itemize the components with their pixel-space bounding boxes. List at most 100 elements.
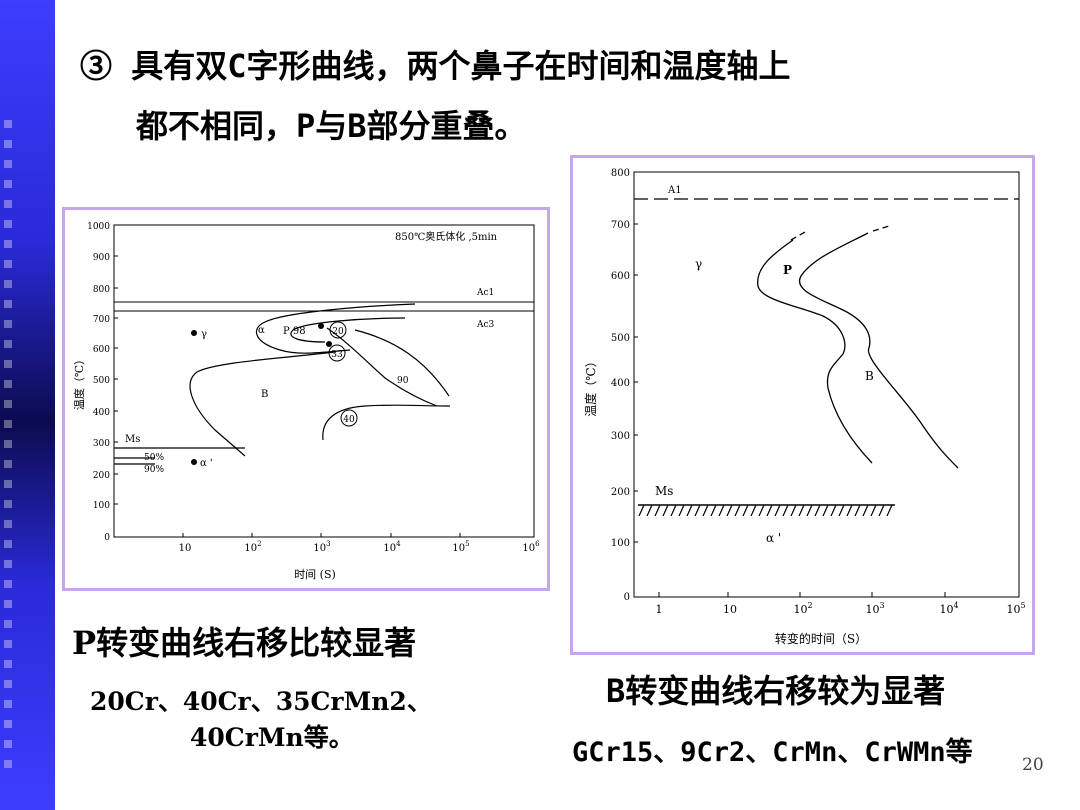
circle-40	[340, 409, 358, 427]
x-tick: 106	[522, 540, 540, 554]
x-tick: 102	[244, 540, 261, 554]
title-line-1: ③ 具有双C字形曲线，两个鼻子在时间和温度轴上	[80, 47, 791, 85]
y-tick: 200	[611, 487, 630, 498]
x-axis-label: 时间 (S)	[294, 568, 336, 581]
label-gamma: γ	[695, 257, 702, 271]
right-ttt-diagram: 800 700 600 500 400 300 200 100 0 1 10 1…	[583, 168, 1026, 646]
right-caption: B转变曲线右移较为显著	[606, 672, 946, 710]
bainite-curve	[189, 351, 336, 457]
label-90: 90	[397, 376, 409, 386]
y-tick: 400	[611, 378, 630, 389]
circle-20	[329, 321, 347, 339]
pearlite-curve-outer	[255, 303, 416, 354]
bar-dots	[4, 120, 12, 780]
label-ms: Ms	[655, 484, 673, 498]
y-tick-marks	[114, 255, 118, 505]
curve-start	[757, 239, 873, 464]
label-alpha: α	[258, 325, 265, 336]
y-axis-label: 温度（℃）	[72, 354, 86, 410]
y-axis-ticks: 800 700 600 500 400 300 200 100 0	[611, 168, 630, 603]
y-tick-marks	[634, 223, 638, 543]
marker-98	[318, 323, 324, 329]
curve-start-dashed	[790, 231, 806, 241]
y-tick: 500	[93, 376, 110, 386]
x-tick: 105	[1006, 601, 1025, 616]
y-tick: 300	[93, 439, 110, 449]
label-p98: P 98	[283, 326, 306, 337]
x-axis-ticks: 1 10 102 103 104 105	[656, 601, 1026, 616]
y-tick: 300	[611, 431, 630, 442]
curve-90-right	[354, 329, 450, 397]
x-tick: 104	[939, 601, 958, 616]
y-tick: 0	[104, 533, 110, 543]
right-steel-list: GCr15、9Cr2、CrMn、CrWMn等	[572, 737, 973, 768]
x-tick: 103	[865, 601, 884, 616]
plot-box	[113, 224, 535, 538]
label-40: 40	[343, 415, 355, 425]
label-90pct: 90%	[144, 465, 164, 475]
x-tick: 103	[313, 540, 330, 554]
x-tick: 102	[793, 601, 812, 616]
x-tick: 10	[723, 603, 737, 616]
x-tick: 104	[383, 540, 401, 554]
austenitize-note: 850℃奥氏体化 ,5min	[395, 230, 498, 243]
y-tick: 0	[624, 592, 630, 603]
y-tick: 1000	[87, 222, 110, 232]
x-tick: 1	[656, 603, 663, 616]
y-tick: 200	[93, 471, 110, 481]
label-alpha-prime: α '	[200, 458, 213, 469]
y-tick: 600	[93, 345, 110, 355]
curve-90	[326, 327, 438, 407]
x-tick-marks	[658, 592, 946, 597]
y-tick: 700	[93, 315, 110, 325]
y-tick: 400	[93, 408, 110, 418]
curve-40	[322, 404, 451, 441]
page-number: 20	[1022, 755, 1044, 775]
label-33: 33	[331, 350, 343, 360]
label-b: B	[865, 369, 874, 383]
y-axis-ticks: 1000 900 800 700 600 500 400 300 200 100…	[87, 222, 110, 543]
left-steels-line-2: 40CrMn等。	[190, 723, 354, 752]
pearlite-curve-inner	[290, 317, 406, 343]
left-ttt-diagram: 1000 900 800 700 600 500 400 300 200 100…	[72, 222, 541, 581]
y-tick: 600	[611, 271, 630, 282]
x-axis-ticks: 10 102 103 104 105 106	[179, 540, 541, 554]
ac3-label: Ac3	[476, 320, 495, 330]
circle-33	[328, 344, 346, 362]
curve-finish	[798, 232, 959, 469]
y-tick: 100	[93, 501, 110, 511]
ac1-label: Ac1	[476, 288, 494, 298]
x-tick-marks	[182, 533, 461, 537]
x-tick: 105	[452, 540, 469, 554]
y-tick: 500	[611, 333, 630, 344]
left-ttt-diagram-frame: 1000 900 800 700 600 500 400 300 200 100…	[62, 207, 550, 591]
transformation-curves	[114, 303, 451, 465]
curve-finish-dashed	[872, 225, 890, 232]
y-tick: 800	[611, 168, 630, 179]
x-tick: 10	[179, 543, 192, 554]
title-line-2: 都不相同，P与B部分重叠。	[136, 107, 527, 145]
diagram-labels: γ α P 98 B Ms 50% 90% α ' 20 33 90 40	[125, 325, 409, 475]
plot-box	[633, 171, 1020, 598]
left-caption: P转变曲线右移比较显著	[72, 624, 417, 662]
left-decorative-bar	[0, 0, 55, 810]
y-axis-label: 温度（℃）	[583, 355, 598, 416]
label-a1: A1	[667, 185, 682, 196]
transformation-curves	[757, 225, 959, 469]
left-steels-line-1: 20Cr、40Cr、35CrMn2、	[90, 687, 432, 716]
left-steel-list: 20Cr、40Cr、35CrMn2、 40CrMn等。	[90, 684, 510, 756]
ms-hatching	[638, 504, 893, 517]
label-50pct: 50%	[144, 453, 164, 463]
label-ms: Ms	[125, 434, 140, 445]
y-tick: 100	[611, 538, 630, 549]
y-tick: 700	[611, 220, 630, 231]
marker-33	[326, 341, 332, 347]
diagram-labels: γ P B Ms α '	[655, 257, 874, 545]
label-gamma: γ	[201, 329, 207, 340]
y-tick: 800	[93, 285, 110, 295]
x-axis-label: 转变的时间（S）	[775, 631, 867, 646]
y-tick: 900	[93, 253, 110, 263]
label-20: 20	[332, 327, 344, 337]
label-b: B	[261, 389, 268, 400]
label-p: P	[783, 263, 792, 277]
